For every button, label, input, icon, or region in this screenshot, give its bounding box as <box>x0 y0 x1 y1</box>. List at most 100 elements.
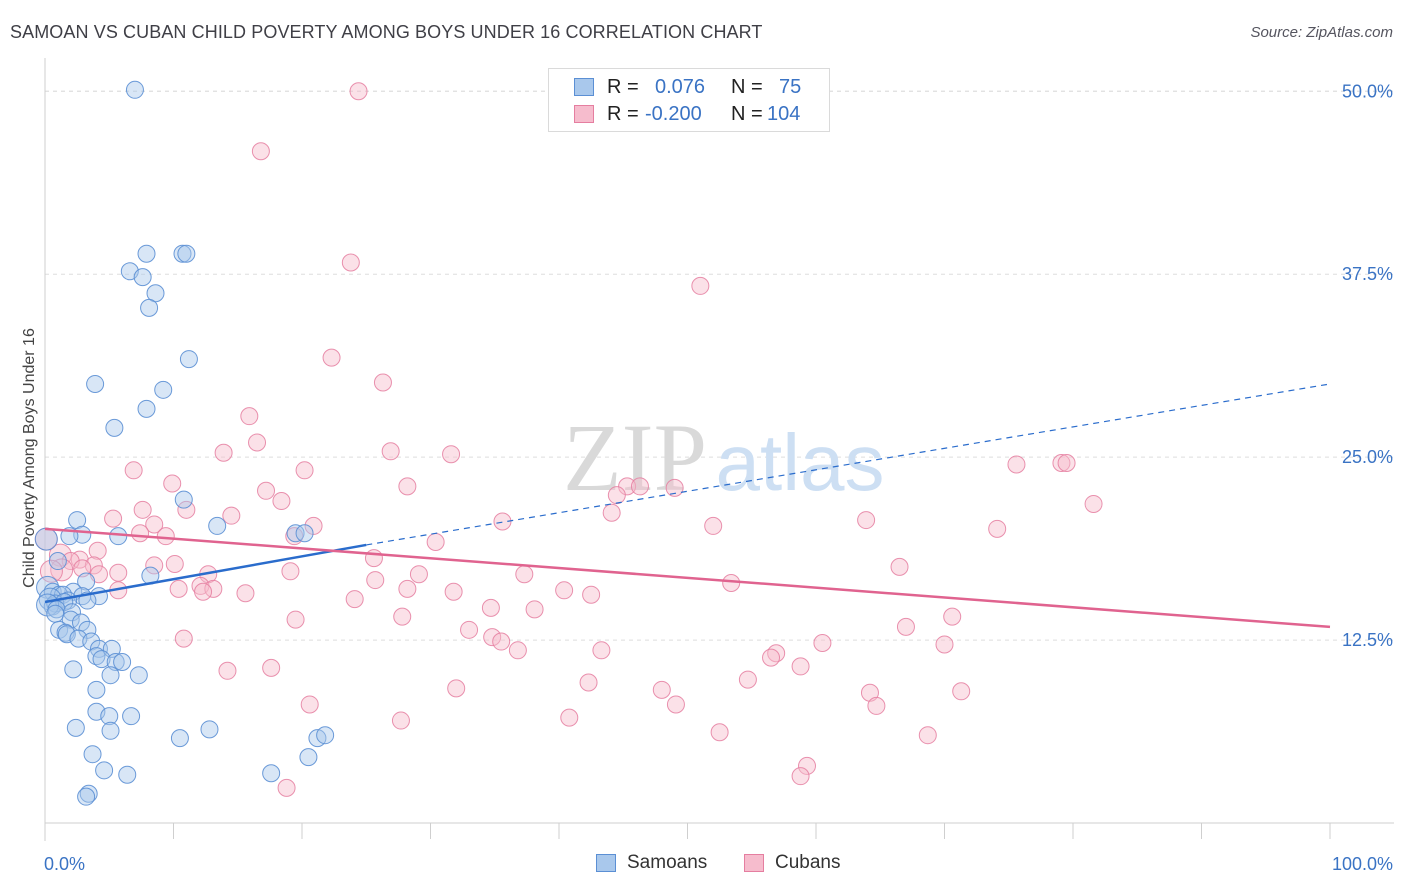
cuban-point <box>286 610 305 629</box>
cuban-point <box>492 632 511 651</box>
cuban-point <box>145 556 164 575</box>
samoan-point <box>208 516 227 535</box>
samoan-point <box>137 399 156 418</box>
cuban-point <box>943 607 962 626</box>
cuban-point <box>341 253 360 272</box>
cuban-point <box>860 683 879 702</box>
cuban-point <box>169 579 188 598</box>
cuban-point <box>295 461 314 480</box>
cuban-point <box>442 445 461 464</box>
samoan-point <box>133 268 152 287</box>
cuban-point <box>988 519 1007 538</box>
cuban-point <box>867 696 886 715</box>
r-value: 0.076 <box>655 76 706 98</box>
grid-lines <box>45 90 1394 641</box>
cuban-points <box>34 82 1103 797</box>
axes <box>44 58 1394 841</box>
trend-lines <box>44 383 1331 629</box>
samoan-point <box>154 380 173 399</box>
cuban-swatch <box>574 105 594 123</box>
cuban-point <box>104 509 123 528</box>
samoan-point <box>95 761 114 780</box>
watermark-zip: ZIP <box>563 404 707 511</box>
cuban-point <box>444 582 463 601</box>
n-value: 104 <box>767 103 801 125</box>
cuban-point <box>704 516 723 535</box>
cuban-point <box>1052 453 1071 472</box>
cuban-point <box>345 590 364 609</box>
cuban-point <box>935 635 954 654</box>
samoan-point <box>170 729 189 748</box>
cuban-point <box>508 641 527 660</box>
cuban-point <box>248 433 267 452</box>
cuban-point <box>391 711 410 730</box>
cuban-point <box>165 554 184 573</box>
samoan-point <box>118 765 137 784</box>
samoan-point <box>174 490 193 509</box>
cuban-point <box>515 565 534 584</box>
cuban-point <box>813 633 832 652</box>
samoan-points <box>34 80 335 806</box>
cuban-point <box>304 516 323 535</box>
tick-labels: 12.5% 25.0% 37.5% 50.0% 0.0% 100.0% <box>44 81 1393 874</box>
samoan-point <box>200 720 219 739</box>
cuban-point <box>665 478 684 497</box>
cuban-point <box>762 648 781 667</box>
y-tick-label: 12.5% <box>1342 630 1393 650</box>
cuban-point <box>791 767 810 786</box>
cuban-point <box>251 142 270 161</box>
cuban-point <box>652 680 671 699</box>
cuban-point <box>373 373 392 392</box>
cuban-point <box>300 695 319 714</box>
cuban-point <box>145 515 164 534</box>
cuban-point <box>579 673 598 692</box>
samoan-point <box>295 524 314 543</box>
cuban-point <box>722 573 741 592</box>
cuban-point <box>50 558 74 582</box>
legend-row-cubans: R = -0.200 N = 104 <box>549 101 829 127</box>
cuban-point <box>61 552 80 571</box>
cuban-point <box>738 670 757 689</box>
samoan-point <box>109 527 128 546</box>
cuban-point <box>896 617 915 636</box>
cuban-point <box>236 584 255 603</box>
cuban-point <box>460 620 479 639</box>
cuban-point <box>88 541 107 560</box>
samoan-point <box>48 552 67 571</box>
cuban-point <box>109 563 128 582</box>
cuban-point <box>133 500 152 519</box>
cuban-point <box>322 348 341 367</box>
samoan-point <box>87 647 106 666</box>
cuban-point <box>381 442 400 461</box>
cuban-point <box>798 756 817 775</box>
cuban-point <box>349 82 368 101</box>
samoan-point <box>89 639 108 658</box>
n-label: N = <box>731 103 763 125</box>
samoan-point <box>83 745 102 764</box>
x-tick-label: 0.0% <box>44 854 85 874</box>
samoan-point <box>66 718 85 737</box>
cuban-point <box>364 549 383 568</box>
cuban-point <box>177 500 196 519</box>
cuban-point <box>666 695 685 714</box>
cuban-point <box>592 641 611 660</box>
samoan-point <box>57 625 76 644</box>
samoan-point <box>137 244 156 263</box>
r-value: -0.200 <box>645 103 702 125</box>
cuban-point <box>560 708 579 727</box>
samoan-point <box>86 374 105 393</box>
cuban-point <box>222 506 241 525</box>
samoan-point <box>100 707 119 726</box>
samoan-point <box>92 650 111 669</box>
cuban-point <box>1084 494 1103 513</box>
cuban-point <box>156 527 175 546</box>
series-legend: Samoans Cubans <box>0 852 1406 876</box>
samoan-point <box>122 707 141 726</box>
cuban-point <box>602 503 621 522</box>
samoan-point <box>71 613 90 632</box>
samoan-point <box>125 80 144 99</box>
samoan-swatch <box>574 78 594 96</box>
samoan-point <box>46 604 65 623</box>
cuban-point <box>555 581 574 600</box>
